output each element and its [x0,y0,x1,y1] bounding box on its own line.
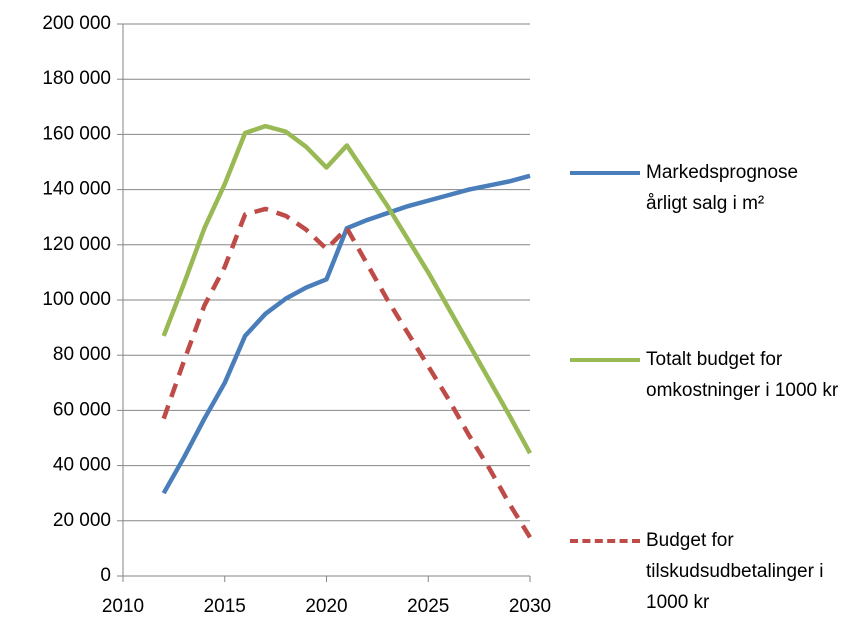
x-tick-label: 2025 [407,596,449,617]
x-tick-label: 2010 [102,596,144,617]
x-tick-label: 2020 [305,596,347,617]
series-line [161,173,531,495]
legend-swatch [570,525,640,556]
legend-swatch [570,344,640,375]
y-tick-label: 140 000 [42,179,111,200]
legend-entry: Budget for tilskudsudbetalinger i 1000 k… [570,525,840,618]
series-line [161,123,532,455]
y-tick-label: 200 000 [42,13,111,34]
legend-entry: Markedsprognose årligt salg i m² [570,157,840,219]
y-tick-label: 80 000 [53,344,111,365]
y-tick-label: 60 000 [53,399,111,420]
series-line [161,206,532,539]
legend-label: Budget for tilskudsudbetalinger i 1000 k… [646,530,824,613]
y-tick-label: 100 000 [42,289,111,310]
legend-entry: Totalt budget for omkostninger i 1000 kr [570,344,840,406]
legend-swatch [570,157,640,188]
y-tick-label: 180 000 [42,68,111,89]
x-tick-label: 2030 [509,596,551,617]
legend-label: Markedsprognose årligt salg i m² [646,162,799,214]
y-tick-label: 20 000 [53,510,111,531]
legend-label: Totalt budget for omkostninger i 1000 kr [646,349,839,401]
y-tick-label: 160 000 [42,123,111,144]
x-tick-label: 2015 [204,596,246,617]
y-tick-label: 0 [100,565,111,586]
y-tick-label: 120 000 [42,234,111,255]
y-tick-label: 40 000 [53,455,111,476]
